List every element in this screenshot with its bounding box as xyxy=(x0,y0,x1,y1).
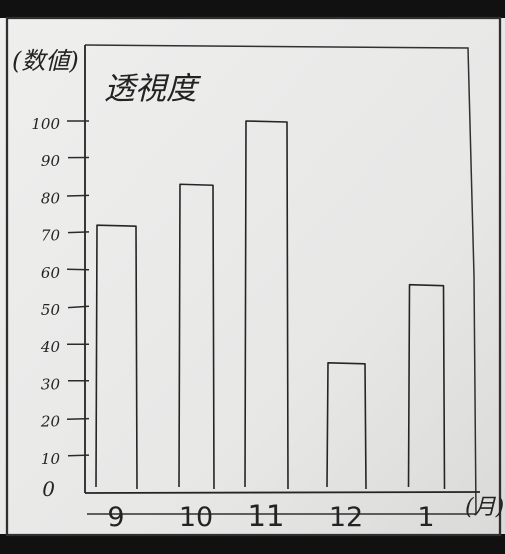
y-tick-label: 30 xyxy=(41,375,61,393)
y-tick-label: 20 xyxy=(40,413,61,431)
y-tick-mark xyxy=(67,454,90,457)
y-tick-label: 50 xyxy=(41,301,61,319)
x-tick-label: 1 xyxy=(417,502,434,533)
y-tick-mark xyxy=(67,231,90,234)
x-axis-title: (月) xyxy=(465,495,504,520)
y-tick-label: 40 xyxy=(40,338,61,356)
x-tick-label: 10 xyxy=(179,502,213,533)
plot-frame xyxy=(84,44,477,515)
x-tick-label: 9 xyxy=(107,502,124,533)
outer-frame xyxy=(5,16,502,537)
x-axis-labels: 9 10 11 12 1 xyxy=(107,499,434,533)
bottom-shadow-band xyxy=(0,534,505,554)
y-tick-label: 10 xyxy=(41,450,61,468)
y-tick-label: 100 xyxy=(31,115,60,133)
bars xyxy=(95,120,446,490)
y-tick-mark xyxy=(66,417,90,420)
bar xyxy=(178,183,215,490)
y-tick-label: 70 xyxy=(41,227,61,245)
y-tick-label: 60 xyxy=(41,264,61,282)
top-shadow-band xyxy=(0,0,505,18)
bar xyxy=(244,120,289,490)
bar xyxy=(407,283,446,490)
chart-title: 透視度 xyxy=(104,71,202,107)
y-axis-ticks: 0 10 20 30 40 50 60 70 80 90 100 xyxy=(31,115,90,501)
y-tick-label: 90 xyxy=(41,152,61,170)
bar xyxy=(326,362,367,490)
y-axis-title: (数値) xyxy=(12,47,79,75)
y-tick-label: 80 xyxy=(41,189,61,207)
y-tick-label: 0 xyxy=(42,477,55,501)
y-tick-mark xyxy=(66,268,90,271)
y-tick-mark xyxy=(66,194,90,197)
y-tick-mark xyxy=(67,305,90,309)
x-tick-label: 11 xyxy=(248,499,285,533)
bar xyxy=(95,224,138,490)
x-axis-line xyxy=(84,491,481,494)
x-tick-label: 12 xyxy=(329,502,363,533)
